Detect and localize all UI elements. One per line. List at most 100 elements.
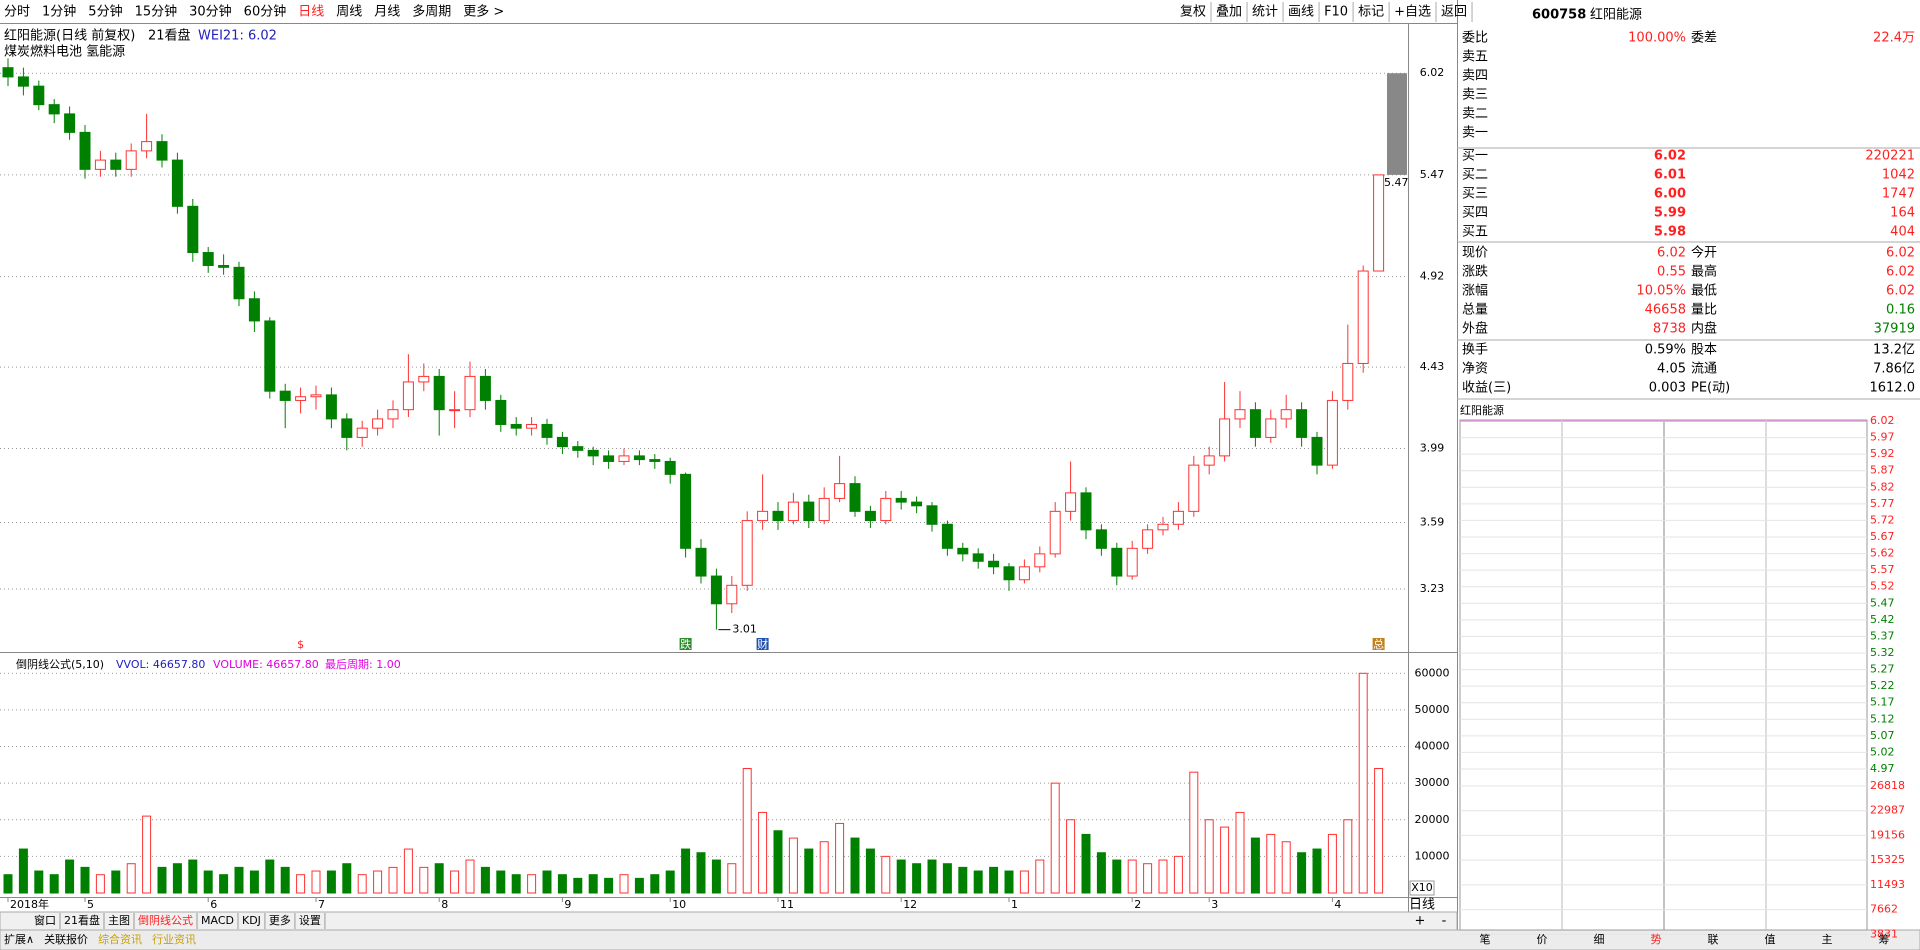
- candle-body: [433, 375, 445, 411]
- period-tab[interactable]: 分时: [4, 5, 30, 20]
- order-ratio-value: 22.4万: [1873, 31, 1915, 46]
- bid-label: 买四: [1462, 206, 1488, 221]
- footer-tab[interactable]: 行业资讯: [152, 933, 196, 946]
- intraday-price-tick: 5.52: [1870, 580, 1895, 593]
- footer-tab[interactable]: 综合资讯: [98, 932, 142, 946]
- panel-tab[interactable]: KDJ: [242, 914, 261, 927]
- limit-box: [1387, 73, 1407, 175]
- tool-button[interactable]: F10: [1324, 5, 1348, 20]
- event-marker[interactable]: $: [297, 638, 304, 651]
- event-marker[interactable]: 跌: [680, 637, 691, 651]
- stat-value: 6.02: [1886, 284, 1915, 299]
- volume-bar: [958, 866, 968, 894]
- panel-tab[interactable]: 设置: [299, 914, 321, 927]
- candle-body: [171, 159, 183, 207]
- intraday-tab[interactable]: 主: [1822, 933, 1833, 946]
- intraday-tab[interactable]: 值: [1765, 933, 1776, 946]
- panel-tab[interactable]: MACD: [201, 914, 234, 927]
- event-marker[interactable]: 财: [757, 637, 768, 651]
- candle-body: [310, 394, 322, 398]
- tool-button[interactable]: 返回: [1441, 5, 1467, 20]
- intraday-price-tick: 5.62: [1870, 547, 1895, 560]
- intraday-tab[interactable]: 笔: [1480, 932, 1491, 946]
- candle-body: [1018, 566, 1030, 581]
- volume-bar: [403, 848, 413, 894]
- intraday-tab[interactable]: 价: [1537, 933, 1548, 946]
- candle-body: [695, 547, 707, 577]
- tool-button[interactable]: 标记: [1358, 5, 1384, 20]
- y-tick-label: 60000: [1415, 666, 1450, 679]
- intraday-price-tick: 5.32: [1870, 646, 1895, 659]
- tool-button[interactable]: +自选: [1394, 5, 1431, 20]
- volume-bar: [773, 830, 783, 894]
- date-label: 1: [1011, 898, 1018, 911]
- candle-body: [372, 418, 384, 429]
- period-tab[interactable]: 5分钟: [88, 4, 122, 20]
- volume-unit: X10: [1411, 881, 1433, 894]
- footer-tab[interactable]: 关联报价: [44, 932, 88, 946]
- zoom-out[interactable]: -: [1442, 914, 1447, 929]
- tool-button[interactable]: 画线: [1288, 5, 1314, 20]
- period-tab[interactable]: 60分钟: [244, 4, 287, 20]
- intraday-volume-tick: 15325: [1870, 853, 1905, 866]
- fundamental-value: 13.2亿: [1873, 343, 1915, 358]
- tool-button[interactable]: 复权: [1180, 4, 1206, 20]
- volume-bar: [496, 870, 506, 894]
- volume-bar: [373, 870, 383, 894]
- candle-body: [1296, 409, 1308, 438]
- period-label: 日线: [1409, 898, 1435, 913]
- bid-price: 6.02: [1654, 149, 1686, 164]
- volume-bar: [126, 863, 136, 894]
- panel-tab[interactable]: 21看盘: [64, 913, 100, 927]
- intraday-tab[interactable]: 细: [1594, 933, 1605, 946]
- candle-body: [957, 547, 969, 555]
- stat-value: 0.55: [1657, 265, 1686, 280]
- candle-body: [264, 320, 276, 392]
- tool-button[interactable]: 统计: [1252, 5, 1278, 20]
- panel-tab[interactable]: 窗口: [34, 913, 56, 927]
- candle-body: [941, 523, 953, 549]
- footer-bar: [0, 929, 1920, 950]
- period-tab[interactable]: 日线: [298, 5, 324, 20]
- zoom-in[interactable]: +: [1415, 914, 1426, 929]
- tool-button[interactable]: 叠加: [1216, 5, 1242, 20]
- volume-bar: [1173, 855, 1183, 894]
- period-tab[interactable]: 更多 >: [463, 4, 504, 20]
- volume-bar: [111, 870, 121, 894]
- volume-bar: [219, 874, 229, 894]
- stat-value: 6.02: [1886, 265, 1915, 280]
- stat-value: 0.16: [1886, 303, 1915, 318]
- period-tab[interactable]: 1分钟: [42, 4, 76, 20]
- stat-label: 最高: [1691, 264, 1717, 280]
- period-tab[interactable]: 15分钟: [135, 4, 178, 20]
- period-tab[interactable]: 30分钟: [189, 4, 232, 20]
- period-tab[interactable]: 月线: [374, 5, 400, 20]
- candle-body: [202, 252, 214, 266]
- volume-bar: [619, 874, 629, 894]
- candle-body: [2, 67, 14, 78]
- event-marker[interactable]: 总: [1373, 637, 1384, 651]
- panel-tab[interactable]: 主图: [108, 914, 130, 927]
- panel-tab[interactable]: 倒阴线公式: [138, 913, 193, 927]
- candle-body: [110, 159, 122, 170]
- stat-label: 最低: [1691, 284, 1717, 299]
- volume-bar: [1035, 859, 1045, 894]
- volume-bar: [634, 877, 644, 894]
- volume-bar: [49, 874, 59, 894]
- y-tick-label: 6.02: [1420, 66, 1445, 79]
- panel-tab[interactable]: 更多: [269, 913, 291, 927]
- candle-body: [510, 423, 522, 429]
- low-label: 3.01: [732, 623, 757, 636]
- intraday-price-tick: 5.67: [1870, 530, 1895, 543]
- candle-body: [834, 483, 846, 499]
- intraday-tab[interactable]: 联: [1708, 933, 1719, 946]
- order-ratio-label: 委差: [1691, 31, 1717, 46]
- period-tab[interactable]: 多周期: [412, 4, 451, 20]
- intraday-tab[interactable]: 筹: [1879, 932, 1890, 946]
- period-tab[interactable]: 周线: [336, 5, 362, 20]
- date-label: 3: [1211, 898, 1218, 911]
- intraday-tab[interactable]: 势: [1651, 933, 1662, 946]
- high-label: 5.47: [1384, 176, 1409, 189]
- volume-bar: [1327, 833, 1337, 894]
- footer-tab[interactable]: 扩展∧: [4, 932, 34, 946]
